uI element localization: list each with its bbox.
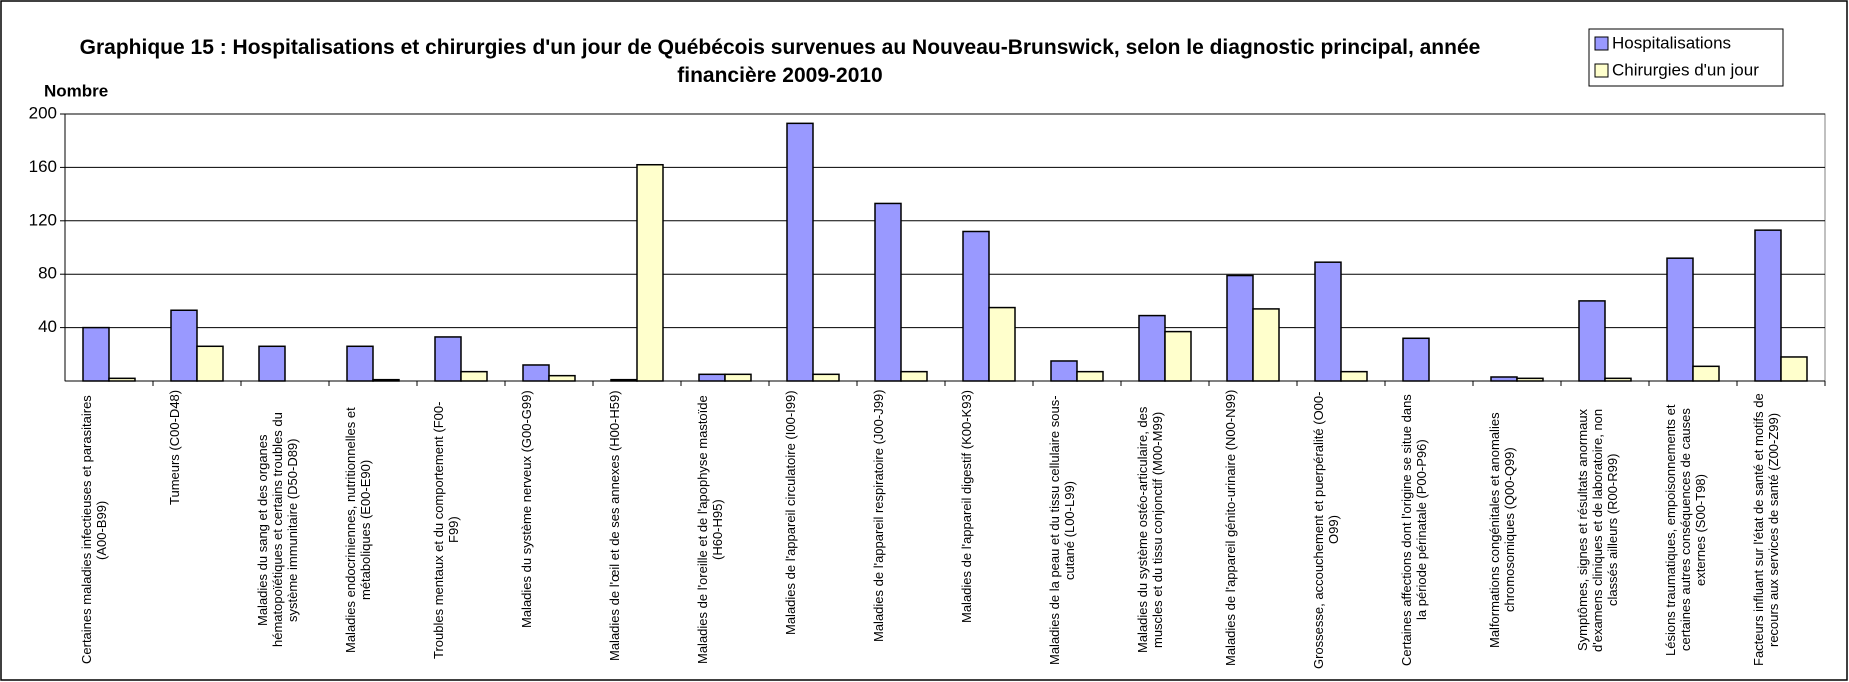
x-tick-text: Maladies de l'oreille et de l'apophyse m… — [695, 395, 725, 665]
x-tick-label: Maladies de l'appareil digestif (K00-K93… — [959, 390, 1019, 670]
x-tick-text: Maladies du sang et des organes hématopo… — [255, 412, 300, 648]
bar — [636, 163, 664, 382]
bar — [610, 378, 638, 382]
bar — [1226, 274, 1254, 382]
bar — [1252, 308, 1280, 382]
bar — [698, 373, 726, 382]
y-tick-label: 160 — [29, 157, 57, 176]
x-tick-text: Malformations congénitales et anomalies … — [1487, 412, 1517, 648]
x-tick-text: Lésions traumatiques, empoisonnements et… — [1663, 404, 1708, 656]
bar — [1402, 337, 1430, 382]
x-tick-label: Maladies de la peau et du tissu cellulai… — [1047, 390, 1107, 670]
x-tick-label: Maladies de l'appareil circulatoire (I00… — [783, 390, 843, 670]
bar — [1604, 377, 1632, 382]
bar — [874, 202, 902, 382]
legend-label: Chirurgies d'un jour — [1612, 60, 1759, 79]
plot-area — [64, 113, 1826, 382]
x-tick-text: Facteurs influant sur l'état de santé et… — [1751, 393, 1781, 667]
x-tick-label: Grossesse, accouchement et puerpéralité … — [1311, 390, 1371, 670]
x-tick-text: Maladies du système nerveux (G00-G99) — [519, 390, 534, 628]
x-tick-label: Maladies du sang et des organes hématopo… — [255, 390, 315, 670]
chart-title: Graphique 15 : Hospitalisations et chiru… — [79, 36, 1481, 87]
bar — [522, 364, 550, 382]
x-tick-text: Maladies de l'œil et de ses annexes (H00… — [607, 390, 622, 661]
bar — [1780, 356, 1808, 382]
bar — [548, 374, 576, 382]
bar — [962, 230, 990, 382]
x-tick-label: Maladies de l'appareil respiratoire (J00… — [871, 390, 931, 670]
bar — [1692, 365, 1720, 382]
bar — [372, 378, 400, 382]
x-tick-text: Grossesse, accouchement et puerpéralité … — [1311, 391, 1341, 669]
x-tick-text: Certaines affections dont l'origine se s… — [1399, 394, 1429, 666]
bar — [258, 345, 286, 382]
y-axis-label: Nombre — [44, 81, 108, 100]
x-tick-text: Maladies de l'appareil respiratoire (J00… — [871, 390, 886, 643]
y-tick-label: 80 — [38, 264, 57, 283]
bar — [1578, 300, 1606, 382]
bar — [1516, 377, 1544, 382]
x-tick-label: Certaines maladies infectieuses et paras… — [79, 390, 139, 670]
bar — [82, 326, 110, 382]
legend-box — [1588, 28, 1784, 87]
x-tick-label: Maladies endocriniennes, nutritionnelles… — [343, 390, 403, 670]
legend-label: Hospitalisations — [1612, 33, 1731, 52]
bar — [108, 377, 136, 382]
bar — [1076, 370, 1104, 382]
x-tick-label: Facteurs influant sur l'état de santé et… — [1751, 390, 1811, 670]
x-tick-text: Maladies de l'appareil digestif (K00-K93… — [959, 390, 974, 623]
x-tick-label: Maladies du système ostéo-articulaire, d… — [1135, 390, 1195, 670]
x-tick-text: Maladies de la peau et du tissu cellulai… — [1047, 395, 1077, 665]
bar — [812, 373, 840, 382]
x-tick-text: Maladies de l'appareil génito-urinaire (… — [1223, 390, 1238, 667]
x-tick-label: Certaines affections dont l'origine se s… — [1399, 390, 1459, 670]
bar — [1050, 360, 1078, 382]
legend-swatch — [1594, 63, 1609, 78]
x-tick-label: Maladies du système nerveux (G00-G99) — [519, 390, 579, 670]
bar — [1138, 314, 1166, 382]
x-tick-text: Troubles mentaux et du comportement (F00… — [431, 401, 461, 659]
bar — [900, 370, 928, 382]
bar — [196, 345, 224, 382]
x-tick-label: Troubles mentaux et du comportement (F00… — [431, 390, 491, 670]
bar — [1314, 261, 1342, 382]
bar — [724, 373, 752, 382]
y-tick-label: 40 — [38, 317, 57, 336]
bar — [988, 306, 1016, 382]
x-tick-text: Symptômes, signes et résultats anormaux … — [1575, 408, 1620, 652]
bar — [170, 309, 198, 382]
x-tick-label: Maladies de l'oreille et de l'apophyse m… — [695, 390, 755, 670]
bar — [1666, 257, 1694, 382]
legend-swatch — [1594, 36, 1609, 51]
x-tick-label: Symptômes, signes et résultats anormaux … — [1575, 390, 1635, 670]
x-tick-label: Lésions traumatiques, empoisonnements et… — [1663, 390, 1723, 670]
bar — [1164, 330, 1192, 382]
x-tick-text: Maladies de l'appareil circulatoire (I00… — [783, 390, 798, 635]
x-tick-text: Maladies du système ostéo-articulaire, d… — [1135, 406, 1165, 654]
y-tick-label: 120 — [29, 210, 57, 229]
x-tick-text: Maladies endocriniennes, nutritionnelles… — [343, 407, 373, 653]
y-tick-label: 200 — [29, 103, 57, 122]
bar — [1340, 370, 1368, 382]
bar — [1490, 376, 1518, 382]
bar — [786, 122, 814, 382]
bar — [460, 370, 488, 382]
bar — [1754, 229, 1782, 382]
x-tick-label: Tumeurs (C00-D48) — [167, 390, 227, 670]
x-tick-label: Malformations congénitales et anomalies … — [1487, 390, 1547, 670]
x-tick-text: Tumeurs (C00-D48) — [167, 390, 182, 506]
bar — [346, 345, 374, 382]
x-tick-label: Maladies de l'appareil génito-urinaire (… — [1223, 390, 1283, 670]
x-tick-label: Maladies de l'œil et de ses annexes (H00… — [607, 390, 667, 670]
x-tick-text: Certaines maladies infectieuses et paras… — [79, 395, 109, 665]
bar — [434, 336, 462, 382]
